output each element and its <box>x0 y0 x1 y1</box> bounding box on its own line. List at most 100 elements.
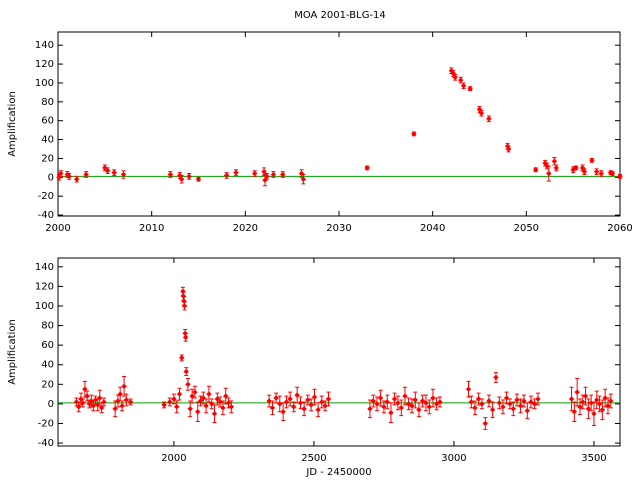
data-point <box>574 389 580 395</box>
data-point <box>325 396 332 402</box>
data-point <box>185 381 191 388</box>
data-point <box>391 396 398 402</box>
data-point <box>58 170 64 177</box>
data-point <box>264 173 270 180</box>
data-point <box>182 334 189 341</box>
data-point <box>384 399 391 405</box>
data-point <box>398 405 405 411</box>
data-point <box>123 397 130 403</box>
x-axis-label: JD - 2450000 <box>305 467 371 478</box>
data-point <box>171 396 177 402</box>
data-point <box>412 397 419 403</box>
data-point <box>112 406 118 412</box>
data-point <box>183 368 189 375</box>
data-point <box>66 173 72 180</box>
y-tick-label: 20 <box>41 379 54 390</box>
data-point <box>573 165 579 171</box>
data-point <box>119 403 125 409</box>
y-tick-label: 140 <box>35 40 54 51</box>
data-point <box>467 85 473 92</box>
data-point <box>524 408 531 414</box>
x-tick-label: 2000 <box>161 453 186 464</box>
data-point <box>211 410 218 417</box>
y-tick-label: 100 <box>35 78 54 89</box>
data-point <box>225 400 232 406</box>
data-point <box>409 403 415 409</box>
data-point <box>233 169 239 176</box>
data-point <box>83 171 89 178</box>
data-point <box>273 395 279 401</box>
data-point <box>187 406 193 412</box>
y-tick-label: 0 <box>48 399 54 410</box>
x-tick-label: 2030 <box>326 223 351 234</box>
data-point <box>608 398 614 404</box>
y-tick-label: -40 <box>38 438 54 449</box>
data-point <box>437 399 443 405</box>
data-point <box>301 406 307 412</box>
data-point <box>521 398 527 404</box>
y-tick-label: 80 <box>41 321 54 332</box>
x-tick-label: 2040 <box>420 223 445 234</box>
x-tick-label: 3500 <box>581 453 606 464</box>
data-point <box>311 394 318 400</box>
data-point <box>532 167 539 173</box>
data-point <box>315 407 321 413</box>
data-point <box>594 397 600 403</box>
data-point <box>531 401 538 407</box>
data-point <box>493 374 499 381</box>
data-point <box>297 400 304 406</box>
data-point <box>489 407 496 413</box>
data-point <box>176 391 183 397</box>
y-tick-label: 20 <box>41 153 54 164</box>
data-point <box>97 395 103 401</box>
data-point <box>581 168 588 175</box>
x-tick-label: 2000 <box>45 223 70 234</box>
x-tick-label: 2050 <box>514 223 539 234</box>
data-point <box>571 409 578 415</box>
data-point <box>270 171 277 178</box>
data-point <box>181 303 188 309</box>
data-point <box>228 404 235 410</box>
data-point <box>167 171 174 178</box>
data-point <box>377 395 384 401</box>
data-point <box>605 403 611 409</box>
data-point <box>120 171 127 178</box>
y-tick-label: 100 <box>35 301 54 312</box>
data-point <box>280 171 286 178</box>
data-point <box>528 399 534 405</box>
x-tick-label: 2060 <box>607 223 632 234</box>
y-tick-label: 0 <box>48 172 54 183</box>
data-point <box>101 399 107 405</box>
data-point <box>507 401 513 407</box>
chart-title: MOA 2001-BLG-14 <box>294 10 386 21</box>
data-point <box>517 403 524 409</box>
data-point <box>505 146 512 152</box>
data-point <box>195 409 201 415</box>
data-point <box>478 110 485 116</box>
data-point <box>161 402 167 408</box>
data-point <box>90 403 96 409</box>
data-point <box>599 407 606 413</box>
data-point <box>223 393 229 399</box>
plot-frame <box>57 257 621 447</box>
data-point <box>546 170 552 177</box>
data-point <box>458 77 464 83</box>
data-point <box>468 399 475 405</box>
data-point <box>514 397 520 403</box>
data-point <box>178 176 185 182</box>
data-point <box>553 165 560 171</box>
data-point <box>388 410 394 416</box>
y-tick-label: -20 <box>38 418 54 429</box>
y-tick-label: 40 <box>41 360 54 371</box>
data-point <box>482 420 489 427</box>
data-point <box>593 168 600 175</box>
data-point <box>283 399 290 405</box>
x-tick-label: 2020 <box>233 223 258 234</box>
data-point <box>609 170 616 177</box>
data-point <box>591 410 597 417</box>
data-point <box>305 397 311 403</box>
data-point <box>192 389 198 395</box>
plot-frame <box>57 31 621 217</box>
data-point <box>568 396 575 402</box>
